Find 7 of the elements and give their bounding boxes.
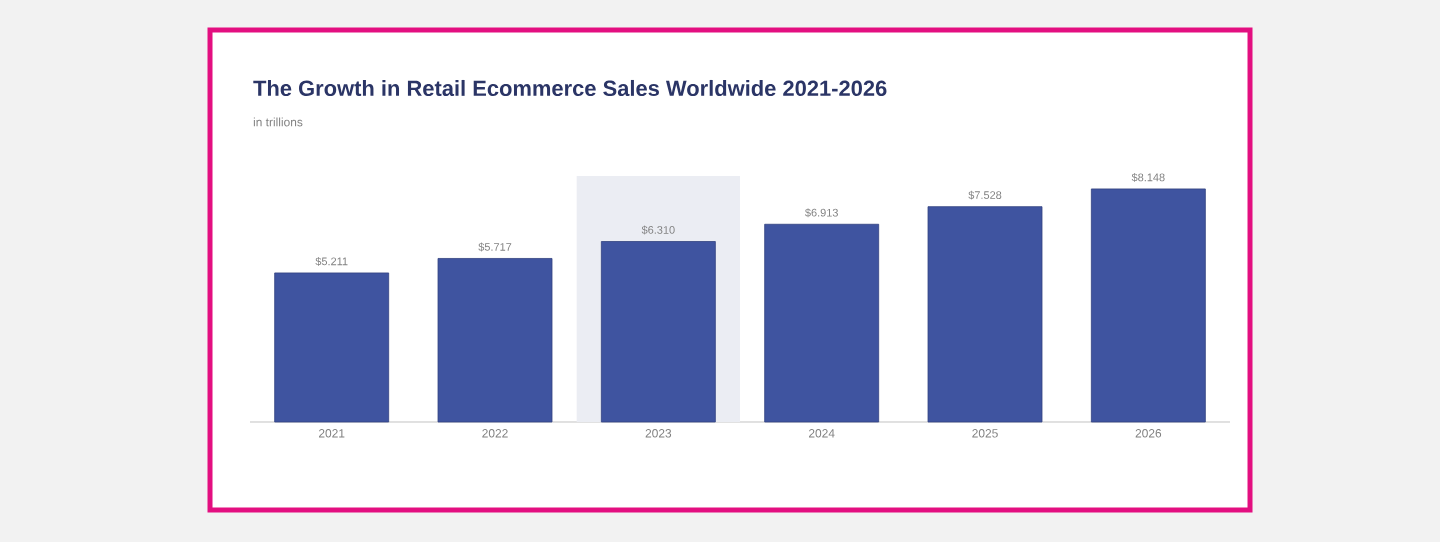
bar (437, 258, 553, 423)
bar (927, 206, 1043, 423)
bar (274, 272, 390, 423)
bar (600, 241, 716, 423)
bar (1090, 188, 1206, 423)
chart-title: The Growth in Retail Ecommerce Sales Worldwide 2021-2026 (253, 79, 887, 97)
bar (764, 223, 880, 423)
